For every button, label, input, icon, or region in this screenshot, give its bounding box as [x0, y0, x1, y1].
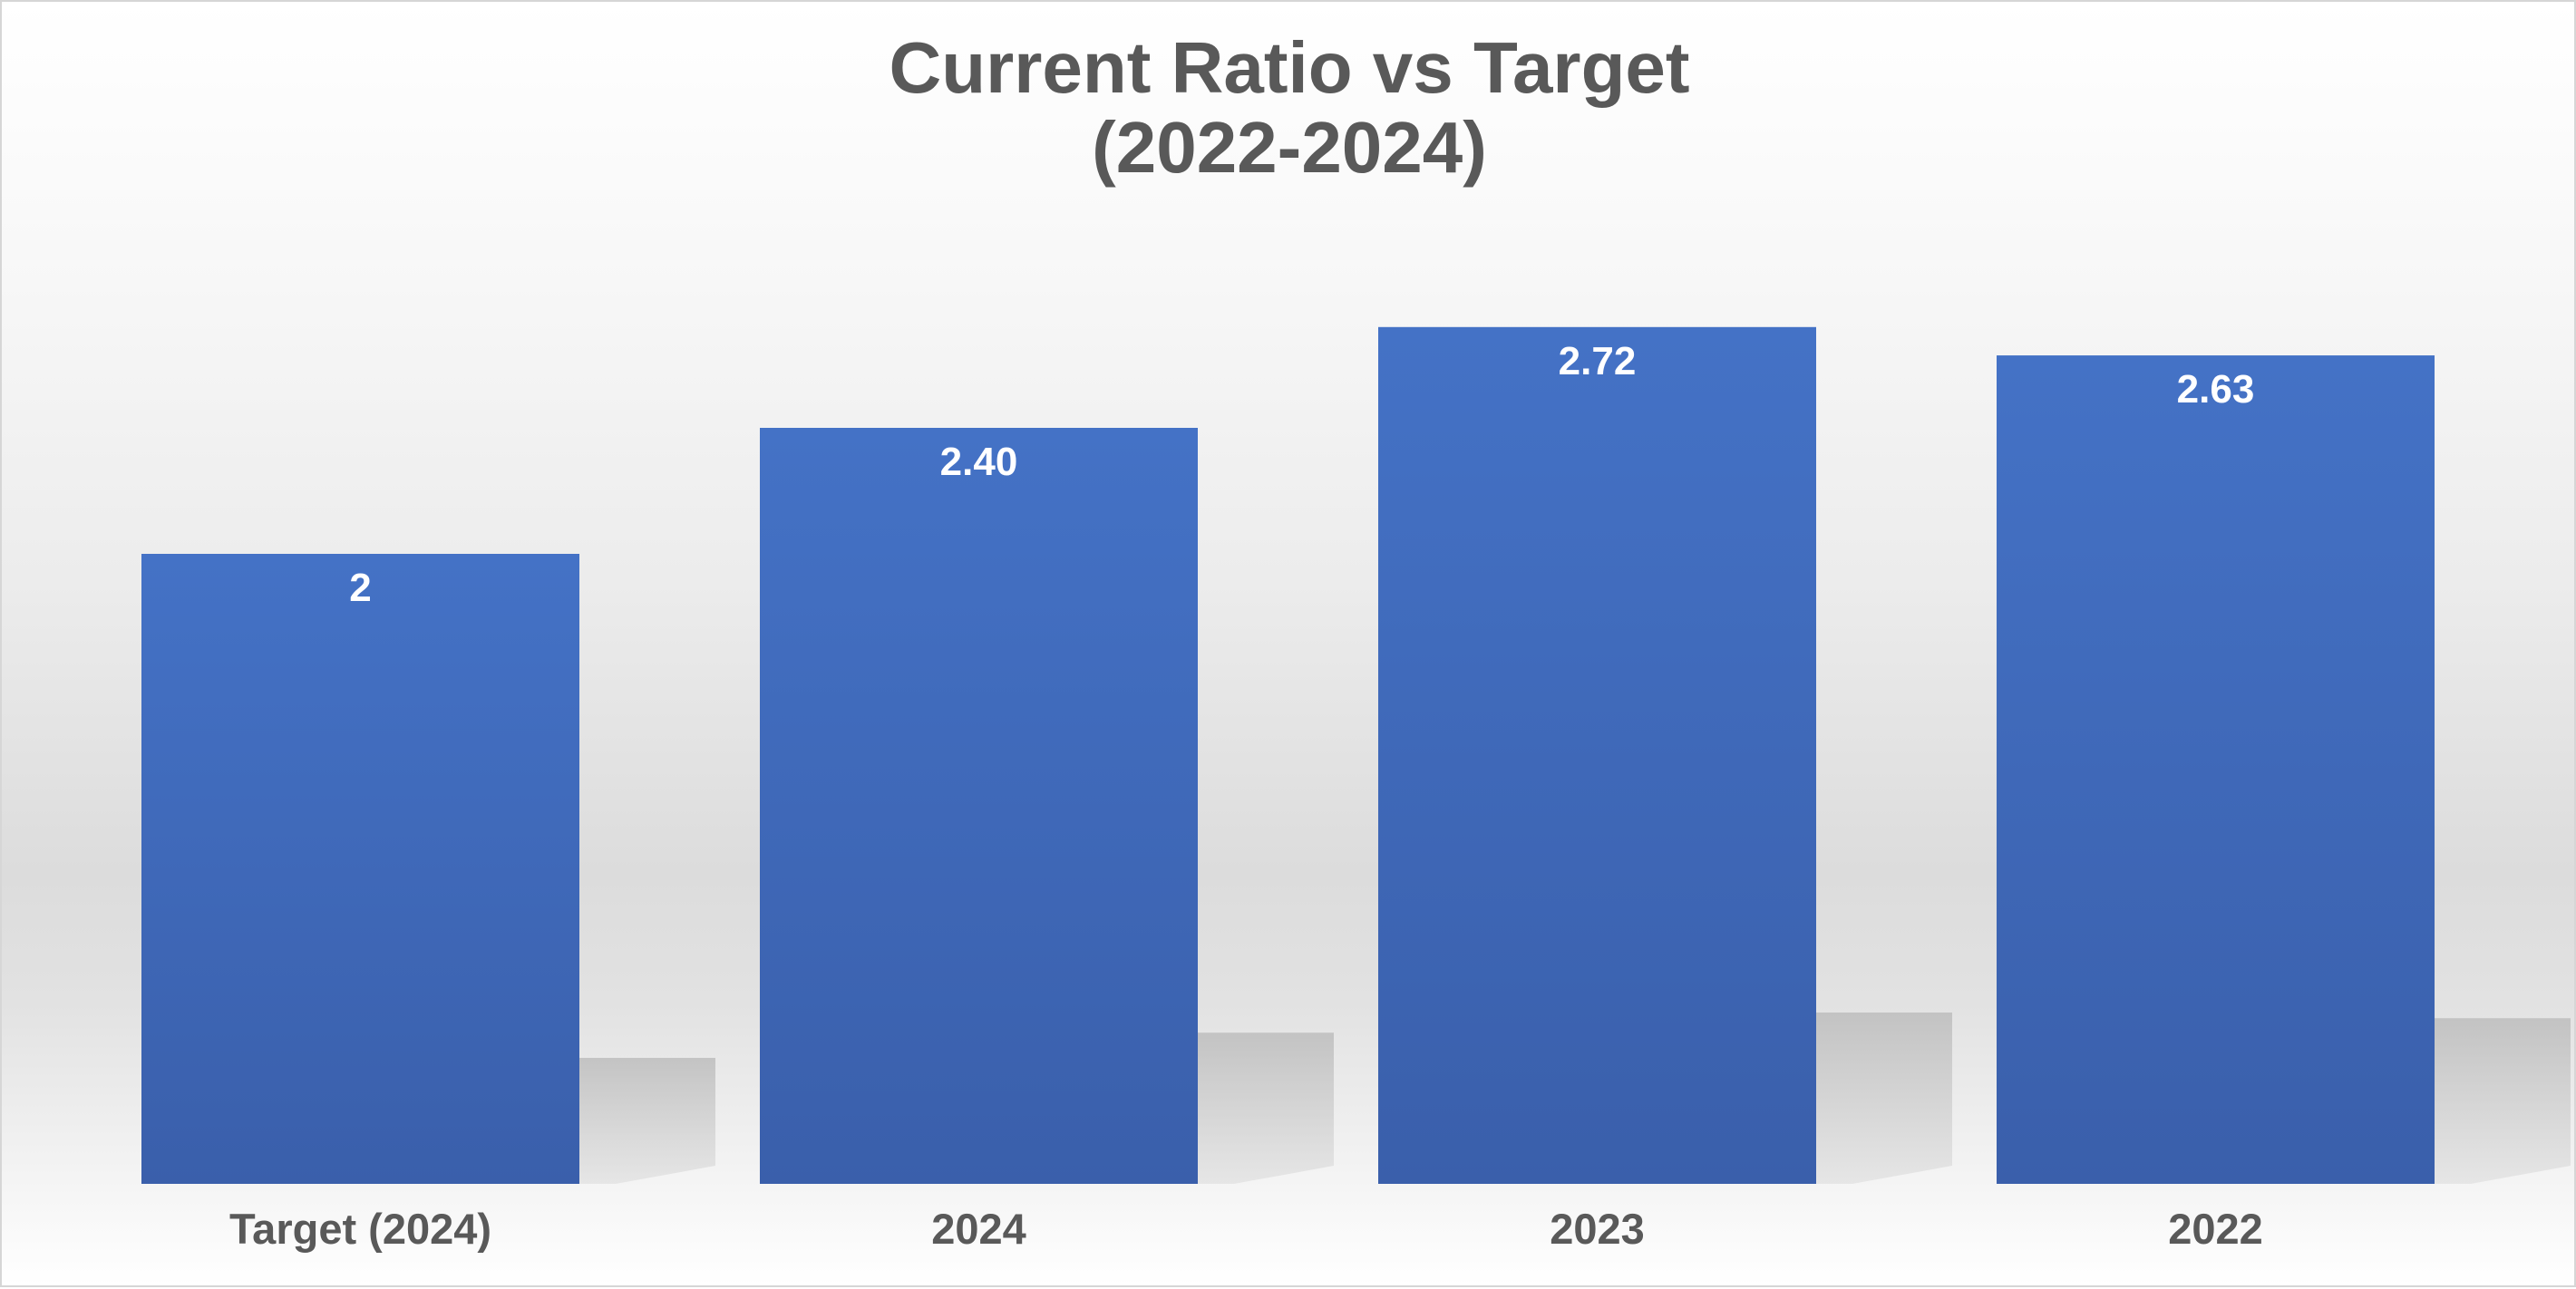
- data-label: 2: [349, 566, 371, 610]
- chart-title: Current Ratio vs Target: [889, 27, 1689, 108]
- data-label: 2.72: [1559, 339, 1637, 383]
- bar-shadow: [579, 1058, 715, 1184]
- chart-subtitle: (2022-2024): [1092, 107, 1487, 188]
- bar: [1997, 355, 2435, 1184]
- category-labels: Target (2024) 2024 2023 2022: [229, 1205, 2263, 1253]
- x-tick-label: 2024: [931, 1205, 1026, 1253]
- bar: [141, 554, 579, 1184]
- data-label: 2.63: [2177, 367, 2255, 412]
- bar-shadow: [1816, 1012, 1952, 1184]
- bar-shadow: [1198, 1032, 1334, 1184]
- x-tick-label: 2022: [2168, 1205, 2263, 1253]
- x-tick-label: Target (2024): [229, 1205, 491, 1253]
- value-labels: 2 2.40 2.72 2.63: [349, 339, 2254, 610]
- data-label: 2.40: [940, 440, 1018, 484]
- bar: [760, 428, 1198, 1184]
- bar: [1378, 326, 1816, 1184]
- x-tick-label: 2023: [1550, 1205, 1645, 1253]
- bars: [141, 326, 2435, 1184]
- bar-shadows: [579, 1012, 2571, 1184]
- bar-shadow: [2435, 1018, 2571, 1184]
